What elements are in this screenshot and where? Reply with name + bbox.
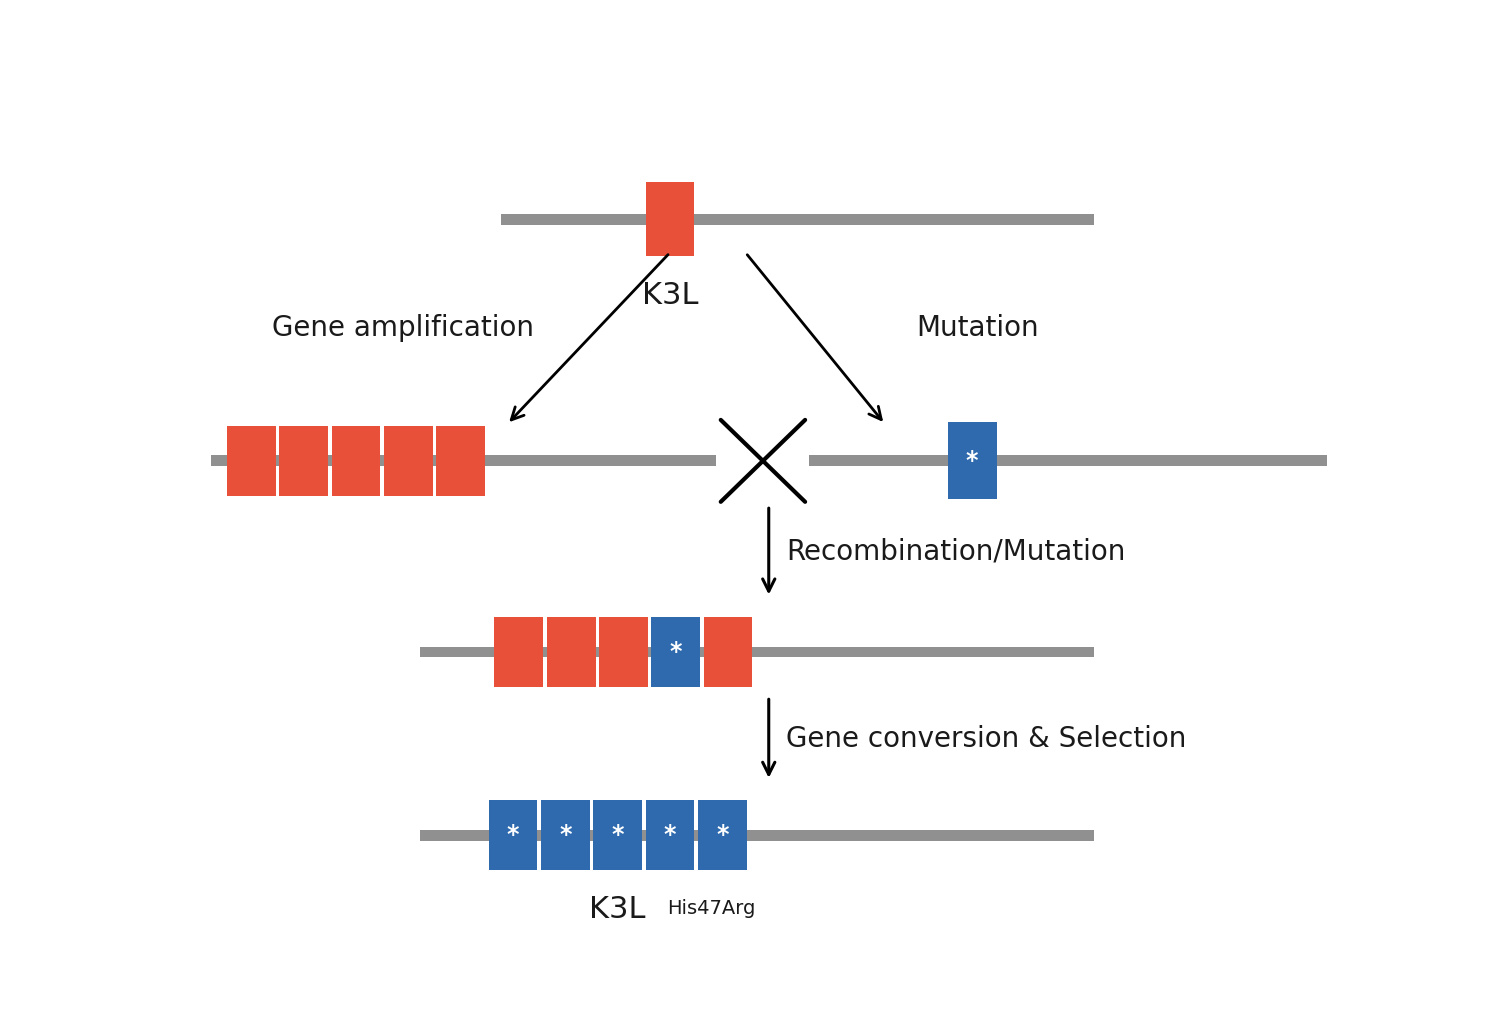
FancyBboxPatch shape: [436, 425, 484, 496]
FancyBboxPatch shape: [384, 425, 433, 496]
FancyBboxPatch shape: [645, 182, 694, 256]
FancyBboxPatch shape: [501, 214, 1094, 225]
FancyBboxPatch shape: [546, 617, 596, 687]
FancyBboxPatch shape: [226, 425, 276, 496]
FancyBboxPatch shape: [420, 646, 1094, 657]
Text: Mutation: Mutation: [916, 314, 1040, 342]
Text: *: *: [716, 824, 729, 847]
Text: *: *: [612, 824, 624, 847]
Text: *: *: [560, 824, 572, 847]
FancyBboxPatch shape: [598, 617, 648, 687]
Text: *: *: [663, 824, 676, 847]
FancyBboxPatch shape: [698, 800, 747, 870]
FancyBboxPatch shape: [332, 425, 381, 496]
Text: Gene amplification: Gene amplification: [272, 314, 534, 342]
Text: *: *: [669, 640, 682, 664]
FancyBboxPatch shape: [210, 456, 717, 466]
FancyBboxPatch shape: [810, 456, 1326, 466]
Text: His47Arg: His47Arg: [668, 900, 756, 918]
Text: *: *: [966, 449, 978, 473]
Text: *: *: [507, 824, 519, 847]
Text: Gene conversion & Selection: Gene conversion & Selection: [786, 724, 1186, 753]
FancyBboxPatch shape: [420, 830, 1094, 841]
FancyBboxPatch shape: [495, 617, 543, 687]
FancyBboxPatch shape: [704, 617, 753, 687]
FancyBboxPatch shape: [489, 800, 537, 870]
FancyBboxPatch shape: [542, 800, 590, 870]
FancyBboxPatch shape: [948, 422, 996, 499]
Text: K3L: K3L: [642, 282, 698, 310]
FancyBboxPatch shape: [645, 800, 694, 870]
FancyBboxPatch shape: [279, 425, 328, 496]
FancyBboxPatch shape: [592, 800, 642, 870]
Text: K3L: K3L: [588, 895, 645, 924]
Text: Recombination/Mutation: Recombination/Mutation: [786, 537, 1125, 565]
FancyBboxPatch shape: [651, 617, 700, 687]
